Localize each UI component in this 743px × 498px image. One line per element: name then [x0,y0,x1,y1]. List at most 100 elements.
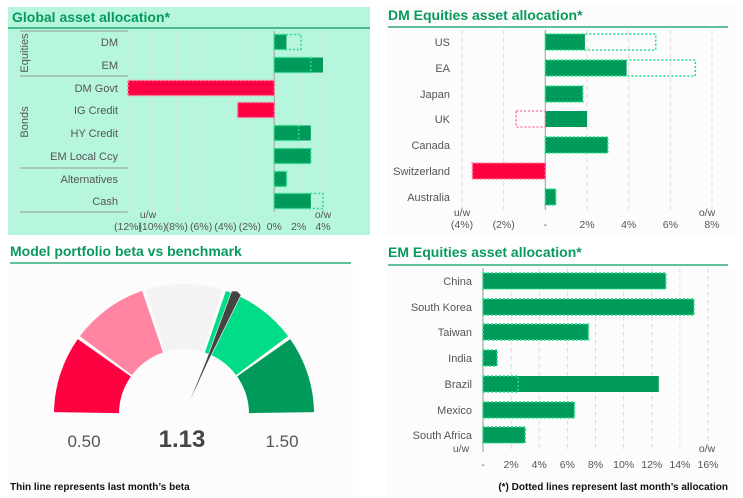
x-tick-label: 10% [613,459,634,471]
x-tick-label: 14% [669,459,690,471]
global-chart: (12%)(10%) (8%) (6%) (4%) (2%) 0% 2% 4% u/w o/w DM… [19,30,332,233]
x-tick-label: 4% [532,459,547,471]
gauge-max-label: 1.50 [265,432,298,451]
category-label: US [435,37,450,49]
category-label: Japan [420,89,450,101]
dm-chart: (4%) (2%) - 2% 4% 6% 8% u/w o/w US EA Japan UK Canada… [393,30,720,231]
x-tick-label: 12% [641,459,662,471]
underweight-label: u/w [454,207,471,219]
bar-current [274,125,311,141]
category-label: HY Credit [71,128,118,140]
bar-last-month [482,401,576,419]
category-label: Taiwan [438,327,472,339]
x-tick-label: (6%) [190,221,212,233]
bar-last-month [544,33,657,51]
em-title: EM Equities asset allocation* [388,244,582,260]
category-label: EA [435,63,450,75]
bar-last-month [127,79,276,97]
category-label: Alternatives [61,174,119,186]
gauge-segment [79,290,164,376]
x-tick-label: 16% [697,459,718,471]
category-label: Australia [407,192,451,204]
underweight-label: u/w [140,209,157,221]
bar-current [545,137,608,153]
bar-current [128,80,275,96]
category-label: Canada [411,140,450,152]
bar-current [472,163,546,179]
bar-last-month [544,85,584,103]
bar-current [483,427,526,443]
x-tick-label: (12%) [114,221,142,233]
bar-current [483,324,589,340]
category-label: EM Local Ccy [50,151,118,163]
bar-current [545,189,556,205]
dotted-footnote: (*) Dotted lines represent last month’s … [498,482,728,493]
gauge-segment [145,284,223,352]
x-tick-label: 2% [504,459,519,471]
category-label: DM Govt [75,83,118,95]
category-label: India [448,353,473,365]
bar-last-month [482,298,695,316]
gauge-min-label: 0.50 [67,432,100,451]
category-label: Cash [92,196,118,208]
bar-current [483,402,575,418]
bar-current [545,60,627,76]
bar-last-month [544,188,557,206]
bar-last-month [273,33,302,51]
bar-last-month [471,162,547,180]
group-label: Bonds [19,106,31,138]
x-tick-label: 2% [291,221,306,233]
category-label: Brazil [444,379,472,391]
x-tick-label: 8% [704,219,719,231]
bar-last-month [482,349,498,367]
gauge-needle [183,290,242,415]
x-tick-label: (2%) [239,221,261,233]
group-label: Equities [19,33,31,73]
bar-last-month [273,192,324,210]
category-label: Switzerland [393,166,450,178]
overweight-label: o/w [699,207,716,219]
category-label: China [443,276,473,288]
gauge-segment [54,339,131,414]
beta-gauge: 0.50 1.50 1.13 [54,284,314,453]
category-label: Mexico [437,405,472,417]
bar-current [483,376,659,392]
bar-last-month [273,170,288,188]
bar-last-month [544,136,609,154]
bar-last-month [273,124,300,142]
x-tick-label: (2%) [493,219,515,231]
x-tick-label: 6% [560,459,575,471]
gauge-segment [237,339,314,414]
x-tick-label: 4% [315,221,330,233]
x-tick-label: (8%) [166,221,188,233]
overweight-label: o/w [699,443,716,455]
bar-current [237,102,275,118]
underweight-label: u/w [453,443,470,455]
bar-last-month [482,323,590,341]
bar-last-month [482,426,526,444]
bar-current [274,34,287,50]
x-tick-label: - [544,219,548,231]
bar-current [483,273,666,289]
x-tick-label: 2% [579,219,594,231]
bar-last-month [482,272,667,290]
bar-last-month [515,110,547,128]
category-label: South Korea [411,302,473,314]
category-label: South Africa [413,430,473,442]
gauge-value: 1.13 [159,426,206,453]
bar-current [274,57,323,73]
beta-title: Model portfolio beta vs benchmark [10,243,242,259]
x-tick-label: 0% [267,221,282,233]
category-label: IG Credit [74,105,118,117]
category-label: DM [101,37,118,49]
bar-current [545,86,583,102]
x-tick-label: (4%) [451,219,473,231]
bar-current [545,34,585,50]
x-tick-label: - [481,459,485,471]
bar-last-month [273,147,312,165]
bar-current [483,350,498,366]
x-tick-label: (10%) [138,221,166,233]
bar-last-month [482,375,519,393]
